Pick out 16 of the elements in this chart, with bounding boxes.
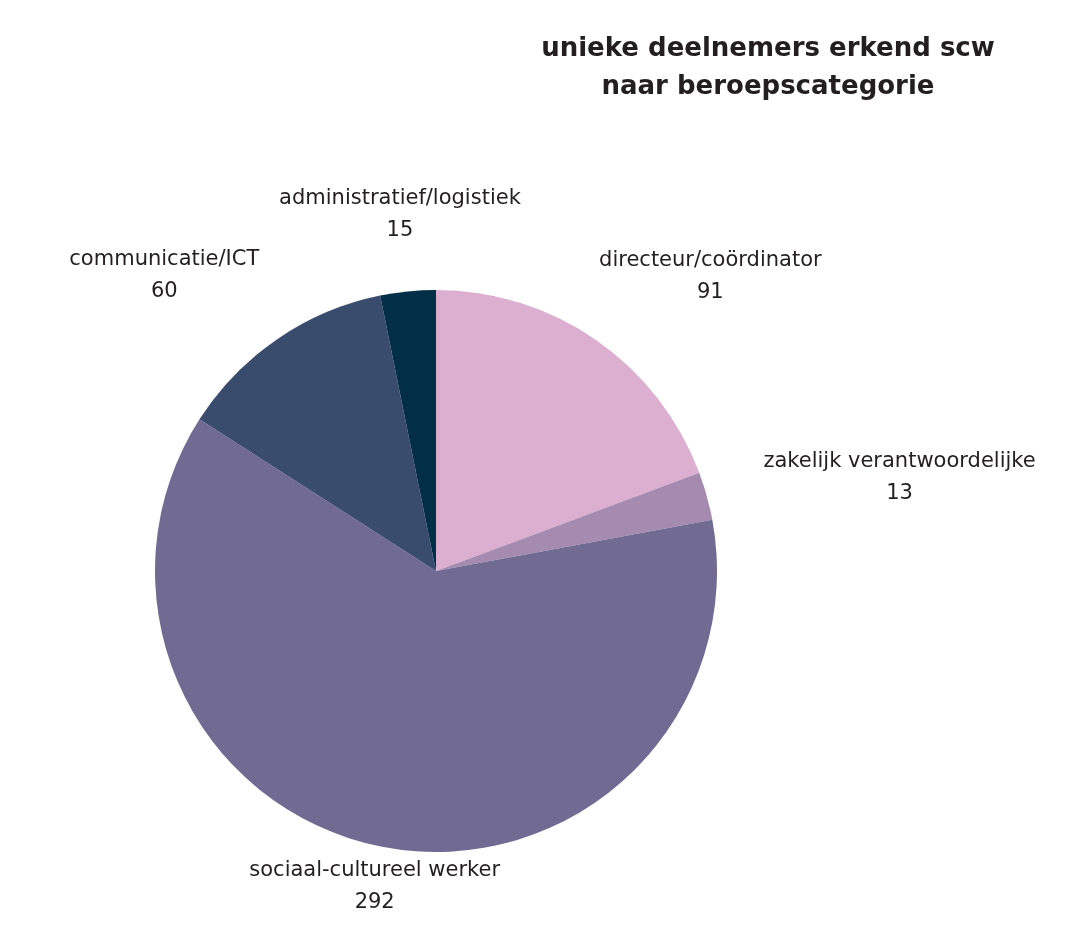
- data-label: 13: [886, 479, 913, 504]
- chart-title: unieke deelnemers erkend scw naar beroepscategorie: [541, 32, 995, 100]
- data-label: 91: [696, 279, 724, 304]
- slice-label: directeur/coördinator: [599, 247, 822, 272]
- pie-slice: [155, 419, 717, 852]
- slice-label: communicatie/ICT: [69, 246, 260, 271]
- slice-label: zakelijk verantwoordelijke: [763, 447, 1036, 472]
- pie-slice: [436, 472, 713, 571]
- slice-label: sociaal-cultureel werker: [249, 857, 501, 882]
- pie-slice: [436, 290, 700, 571]
- pie-slice: [380, 290, 436, 571]
- pie-slice: [199, 295, 436, 571]
- data-label: 15: [386, 216, 414, 241]
- data-label: 292: [354, 889, 395, 914]
- slice-label: administratief/logistiek: [279, 184, 522, 209]
- data-label: 60: [150, 278, 178, 303]
